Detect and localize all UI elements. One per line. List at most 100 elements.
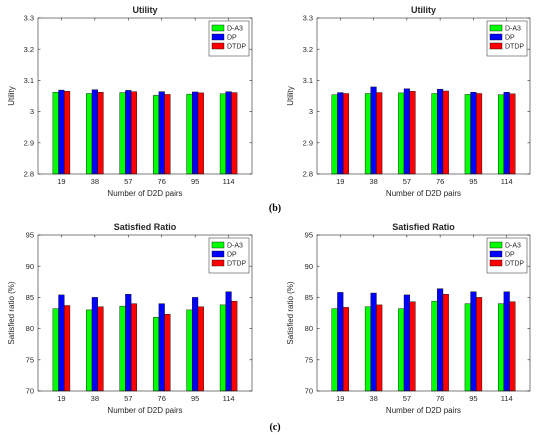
- chart-3: 19 38 57 76 95 114 70 75 80 85 90 95 Satisfied Ratio…: [7, 222, 253, 415]
- x-tick-label: 76: [158, 177, 166, 186]
- bar-da3-38: [364, 306, 371, 392]
- bar-dtdp-38: [97, 306, 104, 392]
- bar-dp-57: [125, 294, 132, 392]
- legend: D-A3 DP DTDP: [486, 237, 528, 274]
- y-tick-label: 2.9: [303, 138, 313, 147]
- legend: D-A3 DP DTDP: [486, 20, 528, 57]
- bar-da3-114: [498, 94, 505, 175]
- y-tick-label: 3.2: [303, 45, 313, 54]
- bar-dtdp-95: [197, 306, 204, 392]
- chart-title: Utility: [132, 5, 157, 15]
- legend-swatch: [211, 33, 225, 41]
- chart-2: 19 38 57 76 95 114 2.8 2.9 3 3.1 3.2 3.3 Utility Numb…: [286, 5, 531, 198]
- bar-dtdp-38: [376, 92, 383, 175]
- x-tick-label: 38: [91, 177, 99, 186]
- x-tick-label: 57: [124, 177, 132, 186]
- bar-da3-19: [52, 92, 59, 175]
- y-tick-label: 2.9: [24, 138, 34, 147]
- y-tick-label: 75: [26, 355, 34, 364]
- legend-entry: D-A3: [227, 243, 243, 250]
- bar-dtdp-19: [342, 93, 349, 175]
- y-tick-label: 3: [309, 107, 313, 116]
- x-tick-label: 19: [336, 394, 344, 403]
- x-axis-label: Number of D2D pairs: [107, 189, 182, 198]
- legend-swatch: [211, 42, 225, 50]
- axes-box: [316, 17, 531, 175]
- legend-entry: DP: [227, 35, 237, 42]
- y-axis-label: Utility: [7, 86, 16, 106]
- x-tick-label: 114: [501, 177, 513, 186]
- bar-dp-95: [470, 92, 477, 175]
- x-tick-label: 38: [91, 394, 99, 403]
- x-tick-label: 38: [369, 394, 377, 403]
- bar-dp-76: [437, 288, 444, 392]
- y-tick-label: 3.1: [303, 76, 313, 85]
- axes-box: [37, 234, 253, 392]
- bar-dtdp-114: [509, 93, 516, 175]
- x-axis-label: Number of D2D pairs: [386, 189, 461, 198]
- y-axis-label: Satisfied ratio (%): [286, 281, 295, 344]
- bar-da3-57: [398, 92, 405, 175]
- bar-dp-57: [403, 294, 410, 392]
- bar-dtdp-38: [97, 92, 104, 175]
- bar-da3-76: [152, 317, 160, 392]
- chart-title: Satisfied Ratio: [114, 222, 177, 232]
- bar-da3-95: [186, 309, 193, 392]
- bar-da3-57: [119, 92, 126, 175]
- y-tick-label: 90: [305, 262, 313, 271]
- legend-entry: DP: [505, 35, 515, 42]
- bar-dtdp-57: [130, 303, 137, 392]
- y-tick-label: 85: [26, 293, 34, 302]
- y-tick-label: 3.3: [24, 14, 34, 23]
- bar-da3-95: [464, 94, 471, 175]
- legend-swatch: [211, 259, 225, 267]
- bar-dtdp-114: [231, 300, 238, 392]
- y-tick-label: 70: [26, 387, 34, 396]
- bar-dp-76: [437, 88, 444, 175]
- axes-box: [37, 17, 253, 175]
- legend-entry: D-A3: [505, 243, 521, 250]
- y-axis-label: Satisfied ratio (%): [7, 281, 16, 344]
- legend-swatch: [211, 241, 225, 249]
- x-tick-label: 95: [469, 394, 477, 403]
- bar-dtdp-76: [164, 314, 171, 392]
- caption-b: (b): [269, 203, 281, 214]
- bar-da3-76: [152, 95, 160, 175]
- bar-dtdp-95: [476, 93, 483, 175]
- bar-da3-57: [398, 308, 405, 392]
- legend-entry: DTDP: [505, 261, 524, 268]
- legend-swatch: [211, 24, 225, 32]
- bar-dp-38: [91, 89, 98, 175]
- bar-dp-57: [403, 88, 410, 175]
- legend-entry: DTDP: [227, 44, 246, 51]
- bar-dp-114: [503, 291, 510, 392]
- chart-title: Utility: [411, 5, 436, 15]
- legend-swatch: [489, 259, 503, 267]
- y-tick-label: 80: [305, 324, 313, 333]
- x-tick-label: 38: [369, 177, 377, 186]
- bar-dp-57: [125, 90, 132, 175]
- y-tick-label: 85: [305, 293, 313, 302]
- legend-swatch: [489, 33, 503, 41]
- x-tick-label: 114: [223, 394, 235, 403]
- legend-entry: DP: [227, 252, 237, 259]
- axes-box: [316, 234, 531, 392]
- bar-dtdp-114: [231, 92, 238, 175]
- x-tick-label: 57: [124, 394, 132, 403]
- x-axis-label: Number of D2D pairs: [386, 406, 461, 415]
- bar-dp-19: [58, 89, 65, 175]
- y-tick-label: 90: [26, 262, 34, 271]
- x-tick-label: 76: [436, 394, 444, 403]
- legend-entry: DTDP: [227, 261, 246, 268]
- bar-da3-114: [219, 93, 226, 175]
- chart-title: Satisfied Ratio: [392, 222, 455, 232]
- y-tick-label: 80: [26, 324, 34, 333]
- bar-da3-76: [431, 300, 438, 392]
- bar-da3-95: [464, 303, 471, 392]
- bar-da3-114: [498, 303, 505, 392]
- x-tick-label: 95: [191, 177, 199, 186]
- y-axis-label: Utility: [286, 86, 295, 106]
- bar-da3-19: [52, 308, 59, 392]
- bar-dtdp-19: [64, 91, 71, 175]
- bar-dp-38: [370, 292, 377, 392]
